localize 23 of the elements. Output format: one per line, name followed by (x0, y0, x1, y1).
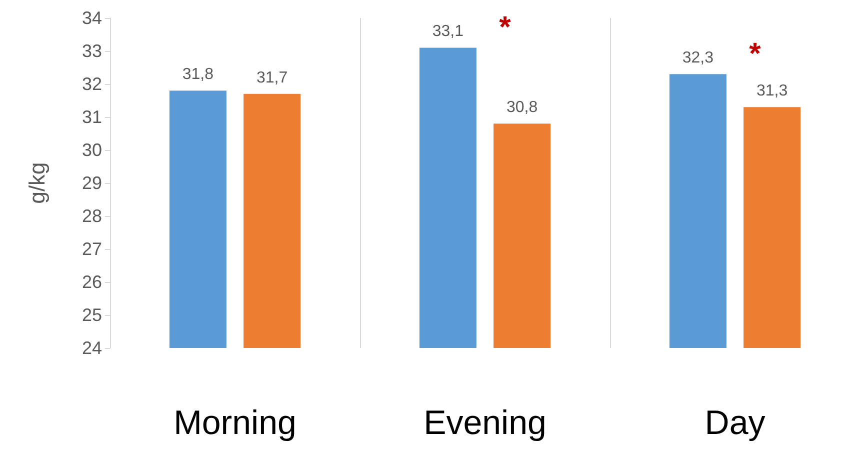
y-tick-label: 25 (82, 305, 102, 325)
data-label: 33,1 (432, 23, 464, 40)
annotation: * (749, 38, 762, 71)
x-tick-label: Evening (424, 404, 546, 442)
data-label: 32,3 (682, 50, 714, 67)
x-tick-label: Morning (174, 404, 296, 442)
y-tick-label: 34 (82, 8, 102, 28)
data-label: 30,8 (506, 99, 538, 116)
y-tick-label: 33 (82, 41, 102, 61)
y-tick-label: 31 (82, 107, 102, 127)
y-tick-label: 32 (82, 74, 102, 94)
y-tick-label: 26 (82, 272, 102, 292)
y-axis-title: g/kg (24, 162, 50, 204)
x-tick-label: Day (704, 404, 766, 442)
y-tick-label: 30 (82, 140, 102, 160)
data-label: 31,3 (756, 82, 788, 100)
y-tick-label: 28 (82, 206, 102, 226)
y-tick-label: 29 (82, 173, 102, 193)
y-tick-label: 27 (82, 239, 102, 259)
data-label: 31,8 (182, 66, 214, 84)
annotation: * (499, 11, 512, 44)
y-tick-label: 24 (82, 338, 102, 358)
data-label: 31,7 (256, 69, 288, 86)
